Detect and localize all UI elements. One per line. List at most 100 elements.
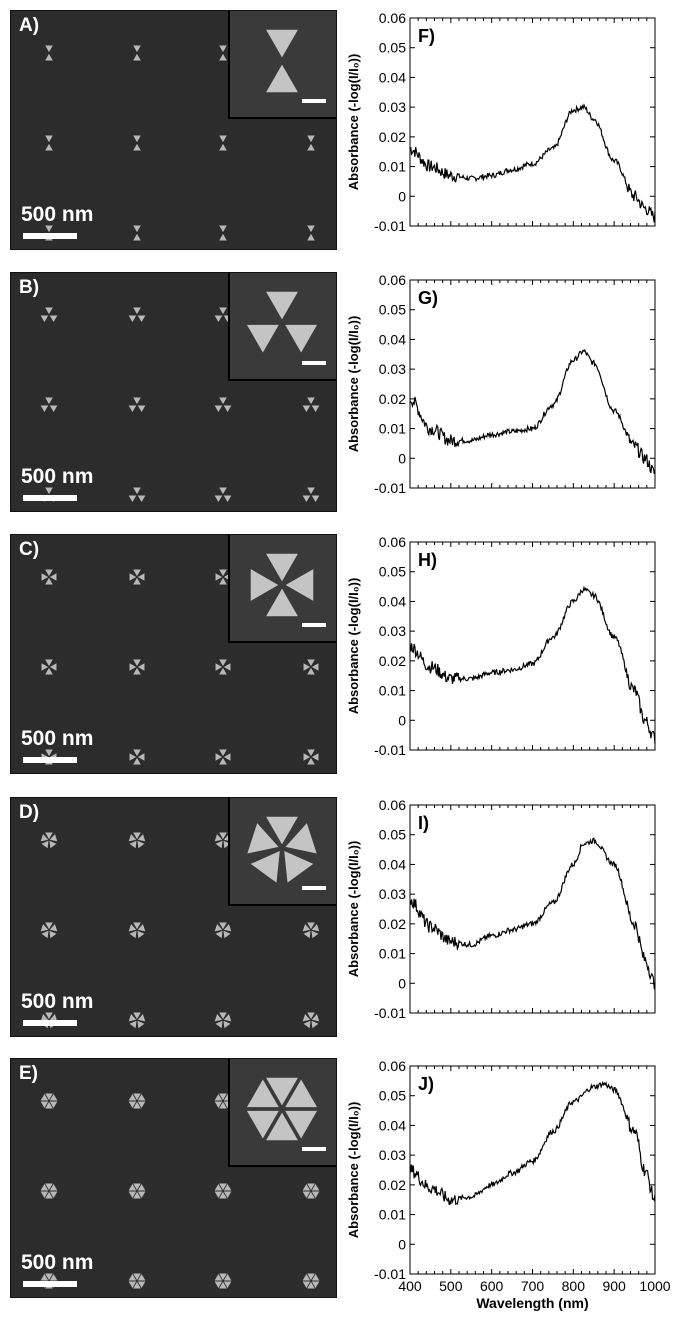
dimer-triangle-icon <box>38 132 60 154</box>
dimer-triangle-icon <box>300 222 322 244</box>
pentamer-triangle-icon <box>247 816 317 883</box>
tetramer-triangle-icon <box>250 553 314 617</box>
trimer-triangle-icon <box>246 291 318 353</box>
y-tick-label: 0.01 <box>379 1207 406 1223</box>
tetramer-triangle-icon <box>300 746 322 768</box>
y-tick-label: 0.05 <box>379 827 406 843</box>
panel-letter: G) <box>418 288 438 308</box>
spectrum-line <box>409 1080 656 1206</box>
pentamer-triangle-icon <box>212 1009 234 1031</box>
dimer-triangle-icon <box>38 42 60 64</box>
trimer-triangle-icon <box>212 484 234 506</box>
inset-scale-bar <box>302 1147 326 1151</box>
x-tick-label: 400 <box>398 1278 422 1294</box>
x-tick-label: 900 <box>602 1278 626 1294</box>
y-tick-label: 0.05 <box>379 564 406 580</box>
sem-image-panel: B) 500 nm <box>10 272 337 512</box>
pentamer-triangle-icon <box>38 829 60 851</box>
y-axis-label: Absorbance (-log(I/I₀)) <box>346 578 361 715</box>
y-tick-label: 0.03 <box>379 99 406 115</box>
panel-letter: F) <box>418 26 435 46</box>
scale-bar <box>23 1020 77 1026</box>
dimer-triangle-icon <box>126 222 148 244</box>
hexamer-triangle-icon <box>126 1090 148 1112</box>
y-tick-label: 0.04 <box>379 593 406 609</box>
sem-inset-zoom <box>228 273 336 381</box>
panel-letter: B) <box>19 277 40 298</box>
dimer-triangle-icon <box>126 42 148 64</box>
tetramer-triangle-icon <box>300 656 322 678</box>
x-tick-label: 800 <box>562 1278 586 1294</box>
panel-letter: D) <box>19 802 40 823</box>
scale-bar-label: 500 nm <box>21 990 94 1013</box>
dimer-triangle-icon <box>126 132 148 154</box>
scale-bar <box>23 233 77 239</box>
y-tick-label: 0.03 <box>379 1147 406 1163</box>
y-tick-label: 0.06 <box>379 10 406 26</box>
x-tick-label: 500 <box>439 1278 463 1294</box>
sem-inset-zoom <box>228 1059 336 1167</box>
scale-bar <box>23 757 77 763</box>
sem-image-panel: A) 500 nm <box>10 10 337 250</box>
y-tick-label: -0.01 <box>374 480 406 496</box>
y-axis-label: Absorbance (-log(I/I₀)) <box>346 316 361 453</box>
tetramer-triangle-icon <box>126 566 148 588</box>
x-tick-label: 600 <box>480 1278 504 1294</box>
scale-bar-label: 500 nm <box>21 727 94 750</box>
hexamer-triangle-icon <box>246 1077 318 1141</box>
y-tick-label: 0.02 <box>379 129 406 145</box>
y-tick-label: 0.05 <box>379 40 406 56</box>
pentamer-triangle-icon <box>300 919 322 941</box>
y-tick-label: 0.04 <box>379 1117 406 1133</box>
y-tick-label: 0 <box>398 1236 406 1252</box>
pentamer-triangle-icon <box>38 919 60 941</box>
spectrum-line <box>409 585 656 744</box>
sem-image-panel: C) 500 nm <box>10 534 337 774</box>
dimer-triangle-icon <box>212 222 234 244</box>
y-tick-label: 0.02 <box>379 916 406 932</box>
hexamer-triangle-icon <box>212 1180 234 1202</box>
tetramer-triangle-icon <box>126 656 148 678</box>
panel-letter: H) <box>418 550 437 570</box>
y-tick-label: -0.01 <box>374 1266 406 1282</box>
y-tick-label: 0.06 <box>379 534 406 550</box>
sem-image-panel: E) 500 nm <box>10 1058 337 1298</box>
spectrum-line <box>409 348 656 475</box>
sem-image-panel: D) 500 nm <box>10 797 337 1037</box>
y-tick-label: 0.05 <box>379 1088 406 1104</box>
scale-bar-label: 500 nm <box>21 465 94 488</box>
tetramer-triangle-icon <box>38 566 60 588</box>
y-tick-label: 0.05 <box>379 302 406 318</box>
plot-frame <box>409 804 656 1014</box>
scale-bar <box>23 495 77 501</box>
scale-bar <box>23 1281 77 1287</box>
hexamer-triangle-icon <box>38 1090 60 1112</box>
y-tick-label: 0 <box>398 712 406 728</box>
y-tick-label: -0.01 <box>374 1005 406 1021</box>
y-tick-label: 0.02 <box>379 391 406 407</box>
hexamer-triangle-icon <box>126 1270 148 1292</box>
panel-letter: A) <box>19 15 40 36</box>
hexamer-triangle-icon <box>38 1180 60 1202</box>
plot-frame <box>409 17 656 227</box>
tetramer-triangle-icon <box>38 656 60 678</box>
sem-inset-zoom <box>228 535 336 643</box>
panel-letter: J) <box>418 1074 434 1094</box>
pentamer-triangle-icon <box>212 919 234 941</box>
tetramer-triangle-icon <box>212 656 234 678</box>
sem-inset-zoom <box>228 798 336 906</box>
tetramer-triangle-icon <box>212 746 234 768</box>
dimer-triangle-icon <box>300 132 322 154</box>
y-axis-label: Absorbance (-log(I/I₀)) <box>346 54 361 191</box>
pentamer-triangle-icon <box>126 1009 148 1031</box>
x-tick-label: 1000 <box>639 1278 670 1294</box>
spectrum-line <box>409 837 656 990</box>
plot-frame <box>409 1065 656 1275</box>
dimer-triangle-icon <box>212 42 234 64</box>
trimer-triangle-icon <box>212 394 234 416</box>
y-tick-label: 0.06 <box>379 272 406 288</box>
inset-scale-bar <box>302 886 326 890</box>
y-tick-label: 0.04 <box>379 331 406 347</box>
pentamer-triangle-icon <box>126 919 148 941</box>
